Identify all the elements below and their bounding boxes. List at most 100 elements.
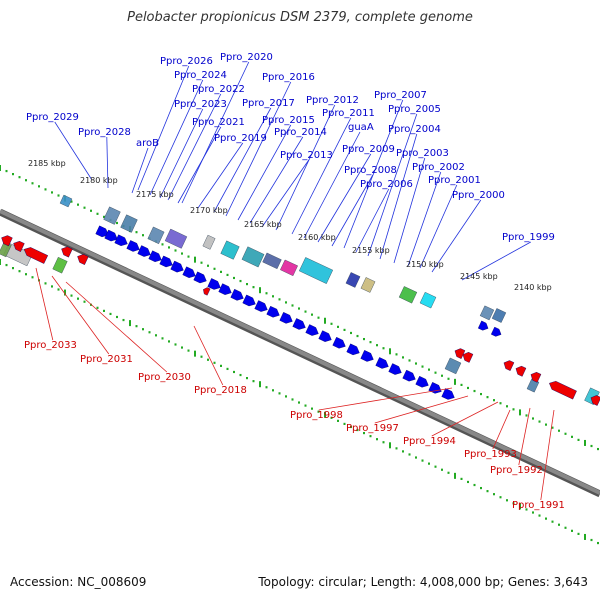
- forward-gene-arrow: [230, 288, 244, 301]
- forward-gene-arrow: [148, 250, 162, 263]
- label-leader-line: [355, 188, 390, 253]
- gene-label: Ppro_2022: [192, 84, 245, 95]
- reverse-gene-arrow: [515, 365, 527, 377]
- gene-label: Ppro_2023: [174, 99, 227, 110]
- feature-block: [398, 286, 418, 304]
- label-leaders: [35, 61, 555, 501]
- label-leader-line: [54, 121, 93, 181]
- label-leader-line: [343, 99, 404, 249]
- label-leader-line: [181, 61, 250, 204]
- feature-block: [298, 257, 334, 284]
- label-leader-line: [261, 159, 310, 228]
- kbp-label: 2155 kbp: [352, 246, 390, 255]
- feature-block: [59, 194, 73, 208]
- forward-gene-arrow: [375, 357, 389, 369]
- label-leader-line: [318, 387, 453, 411]
- forward-gene-arrow: [318, 330, 332, 342]
- forward-gene-arrow: [254, 300, 268, 312]
- forward-gene-arrow: [490, 326, 502, 337]
- feature-block: [360, 277, 376, 293]
- label-leader-line: [431, 401, 499, 437]
- kbp-label: 2140 kbp: [514, 283, 552, 292]
- forward-gene-arrow: [218, 283, 232, 295]
- reverse-gene-arrow: [61, 246, 73, 258]
- forward-gene-arrow: [346, 343, 360, 356]
- reverse-gene-arrow: [462, 351, 474, 363]
- gene-label: Ppro_2016: [262, 72, 315, 83]
- reverse-gene-arrow: [203, 287, 211, 296]
- gene-label: Ppro_2006: [360, 179, 413, 190]
- gene-label: Ppro_2007: [374, 90, 427, 101]
- gene-label: Ppro_2012: [306, 95, 359, 106]
- forward-gene-arrow: [441, 388, 455, 400]
- label-leader-line: [35, 267, 54, 341]
- kbp-label: 2160 kbp: [298, 233, 336, 242]
- forward-gene-arrow: [266, 305, 280, 318]
- feature-block: [444, 357, 462, 375]
- label-leader-line: [213, 107, 272, 213]
- gene-label: Ppro_2017: [242, 98, 295, 109]
- label-leader-line: [331, 174, 374, 247]
- label-leader-line: [374, 395, 469, 424]
- gene-label: Ppro_2031: [80, 354, 133, 365]
- label-leader-line: [197, 142, 244, 209]
- gene-label: Ppro_1993: [464, 449, 517, 460]
- gene-label: Ppro_2021: [192, 117, 245, 128]
- kbp-label: 2165 kbp: [244, 220, 282, 229]
- label-leader-line: [317, 153, 372, 243]
- feature-block: [147, 226, 165, 245]
- feature-blocks: [0, 194, 600, 405]
- label-leader-line: [540, 409, 555, 501]
- kbp-label: 2175 kbp: [136, 190, 174, 199]
- label-leader-line: [106, 136, 109, 189]
- reverse-gene-arrow: [454, 348, 466, 359]
- gene-label: Ppro_1999: [502, 232, 555, 243]
- reverse-gene-arrow: [503, 360, 515, 371]
- gene-label: Ppro_1998: [290, 410, 343, 421]
- label-leader-line: [275, 104, 336, 231]
- feature-block: [52, 256, 68, 274]
- gene-label: Ppro_2011: [322, 108, 375, 119]
- forward-gene-arrow: [242, 294, 256, 307]
- accession-text: Accession: NC_008609: [10, 575, 147, 589]
- forward-gene-arrow: [104, 229, 118, 242]
- label-leader-line: [177, 126, 222, 204]
- feature-block: [526, 378, 540, 393]
- gene-label: Ppro_2026: [160, 56, 213, 67]
- forward-gene-arrow: [182, 266, 196, 279]
- gene-label: Ppro_2024: [174, 70, 227, 81]
- map-title: Pelobacter propionicus DSM 2379, complet…: [127, 10, 473, 25]
- forward-gene-arrow: [305, 324, 319, 336]
- kbp-label: 2170 kbp: [190, 206, 228, 215]
- gene-label: Ppro_2028: [78, 127, 131, 138]
- gene-label: Ppro_2015: [262, 115, 315, 126]
- forward-gene-arrow: [477, 320, 489, 331]
- label-leader-line: [407, 171, 442, 267]
- label-leader-line: [167, 93, 222, 201]
- feature-block: [202, 234, 216, 250]
- feature-block: [120, 214, 138, 233]
- ruler-ticks: [0, 165, 599, 545]
- gene-label: Ppro_1992: [490, 465, 543, 476]
- backbone: [0, 208, 600, 498]
- forward-gene-arrow: [292, 318, 306, 330]
- gene-label: Ppro_2029: [26, 112, 79, 123]
- feature-block: [164, 228, 188, 249]
- label-leader-line: [131, 147, 149, 194]
- feature-block: [241, 246, 265, 268]
- forward-gene-arrow: [193, 271, 207, 284]
- label-leader-line: [492, 409, 511, 450]
- gene-label: Ppro_2003: [396, 148, 449, 159]
- gene-label: Ppro_2013: [280, 150, 333, 161]
- label-leader-line: [51, 275, 110, 355]
- gene-label: Ppro_1991: [512, 500, 565, 511]
- gene-label: Ppro_2019: [214, 133, 267, 144]
- reverse-gene-arrow: [77, 254, 89, 265]
- reverse-gene-arrow: [590, 395, 600, 406]
- feature-block: [479, 305, 495, 321]
- backbone-line: [0, 209, 600, 495]
- forward-gene-arrow: [415, 375, 429, 388]
- label-leader-line: [431, 199, 482, 273]
- label-leader-line: [225, 81, 292, 217]
- forward-gene-arrow: [95, 225, 109, 238]
